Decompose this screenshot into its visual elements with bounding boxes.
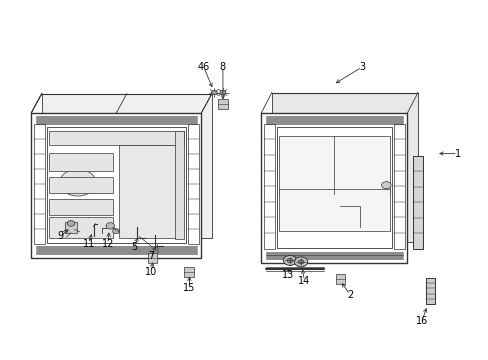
Text: 3: 3: [358, 62, 364, 72]
Bar: [218, 99, 227, 109]
Circle shape: [211, 90, 217, 95]
Text: 7: 7: [148, 251, 154, 261]
Circle shape: [106, 223, 114, 229]
Bar: [41, 94, 211, 238]
Text: 5: 5: [131, 242, 137, 252]
Circle shape: [298, 260, 304, 264]
Text: 14: 14: [298, 275, 310, 285]
Circle shape: [381, 182, 390, 189]
Bar: [36, 245, 196, 255]
Circle shape: [286, 258, 292, 262]
Bar: [49, 131, 183, 145]
Bar: [184, 267, 193, 277]
Bar: [31, 113, 201, 258]
Bar: [175, 131, 183, 239]
Bar: [49, 217, 113, 238]
Bar: [278, 136, 389, 194]
Text: 9: 9: [57, 231, 63, 242]
Bar: [335, 274, 345, 284]
Bar: [34, 123, 44, 243]
Circle shape: [294, 257, 307, 267]
Bar: [263, 123, 274, 249]
Circle shape: [67, 221, 75, 226]
Circle shape: [60, 169, 96, 196]
Bar: [147, 253, 157, 263]
Text: 10: 10: [144, 267, 157, 277]
Text: 15: 15: [183, 283, 195, 293]
Text: 13: 13: [281, 270, 293, 280]
Bar: [49, 199, 113, 215]
Bar: [36, 116, 196, 125]
Bar: [393, 123, 404, 249]
Bar: [46, 127, 185, 243]
Text: 2: 2: [346, 290, 352, 300]
Bar: [265, 251, 402, 260]
Circle shape: [220, 90, 225, 95]
Text: 12: 12: [102, 239, 114, 248]
Text: 16: 16: [415, 316, 427, 326]
Bar: [278, 233, 389, 246]
Bar: [49, 153, 113, 171]
Bar: [119, 145, 180, 238]
Bar: [49, 177, 113, 193]
Bar: [276, 127, 391, 248]
Bar: [187, 123, 199, 243]
Text: 1: 1: [454, 149, 460, 158]
Text: 8: 8: [220, 62, 225, 72]
Bar: [278, 186, 389, 200]
Bar: [265, 116, 402, 125]
Bar: [425, 278, 434, 304]
Bar: [278, 189, 389, 231]
Circle shape: [283, 256, 296, 265]
Bar: [412, 156, 422, 249]
Bar: [271, 93, 417, 242]
Text: 11: 11: [82, 239, 95, 248]
Bar: [64, 222, 77, 233]
Text: 46: 46: [197, 62, 209, 72]
Bar: [261, 113, 407, 263]
Bar: [278, 131, 389, 144]
Circle shape: [112, 229, 119, 234]
